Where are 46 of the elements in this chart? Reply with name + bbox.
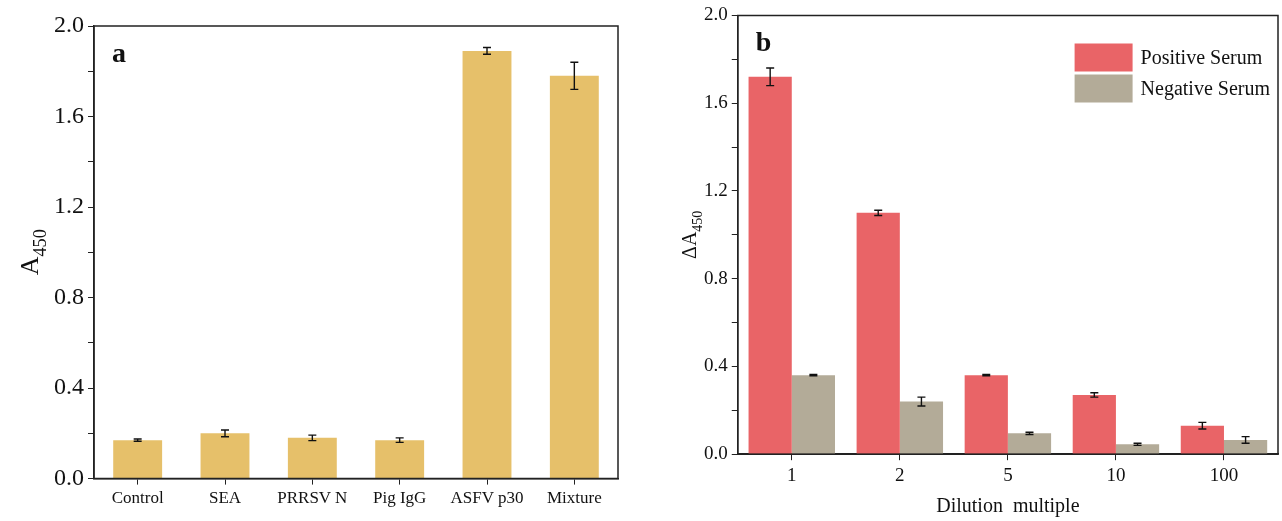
bar xyxy=(748,76,792,454)
x-tick-label: Mixture xyxy=(546,488,602,508)
bar xyxy=(1115,444,1160,454)
bar xyxy=(287,437,337,479)
y-tick-label: 0.8 xyxy=(54,282,84,309)
bar xyxy=(899,401,944,454)
x-tick-label: Pig IgG xyxy=(372,488,427,508)
x-tick-label: 2 xyxy=(895,463,905,485)
y-tick-label: 0.0 xyxy=(704,442,728,464)
y-tick-label: 1.2 xyxy=(704,178,728,200)
x-tick-label: SEA xyxy=(208,488,242,508)
x-tick-label: 10 xyxy=(1106,463,1126,485)
bar xyxy=(964,375,1008,454)
x-tick-label: 5 xyxy=(1003,463,1013,485)
y-tick-label: 0.0 xyxy=(54,463,84,490)
legend-label: Negative Serum xyxy=(1140,76,1271,100)
x-axis-title: Dilution multiple xyxy=(936,494,1080,517)
bar xyxy=(1007,433,1052,454)
bar xyxy=(200,433,250,479)
x-tick-label: ASFV p30 xyxy=(450,488,524,508)
y-tick-label: 0.8 xyxy=(704,266,728,288)
x-tick-label: PRRSV N xyxy=(277,488,348,508)
bar xyxy=(791,375,835,454)
bar xyxy=(856,212,900,454)
y-tick-label: 1.6 xyxy=(704,91,728,113)
y-axis-title: A450 xyxy=(15,229,50,276)
bar xyxy=(375,440,425,479)
y-tick-label: 1.2 xyxy=(54,192,84,219)
bar xyxy=(549,75,599,479)
y-tick-label: 2.0 xyxy=(54,11,84,38)
bar xyxy=(462,50,512,479)
y-axis-title: ΔA450 xyxy=(678,210,705,259)
y-tick-label: 0.4 xyxy=(54,373,84,400)
y-tick-label: 0.4 xyxy=(704,354,729,376)
y-tick-label: 2.0 xyxy=(704,3,728,25)
bar xyxy=(1072,394,1116,454)
bar xyxy=(113,440,163,479)
annotation: a xyxy=(112,37,126,68)
bar xyxy=(1223,439,1268,454)
legend-label: Positive Serum xyxy=(1140,45,1263,68)
x-tick-label: 1 xyxy=(787,463,797,485)
x-tick-label: Control xyxy=(111,488,164,508)
annotation: b xyxy=(755,26,772,58)
x-tick-label: 100 xyxy=(1209,463,1239,485)
bar xyxy=(1180,425,1224,454)
y-tick-label: 1.6 xyxy=(54,101,84,128)
